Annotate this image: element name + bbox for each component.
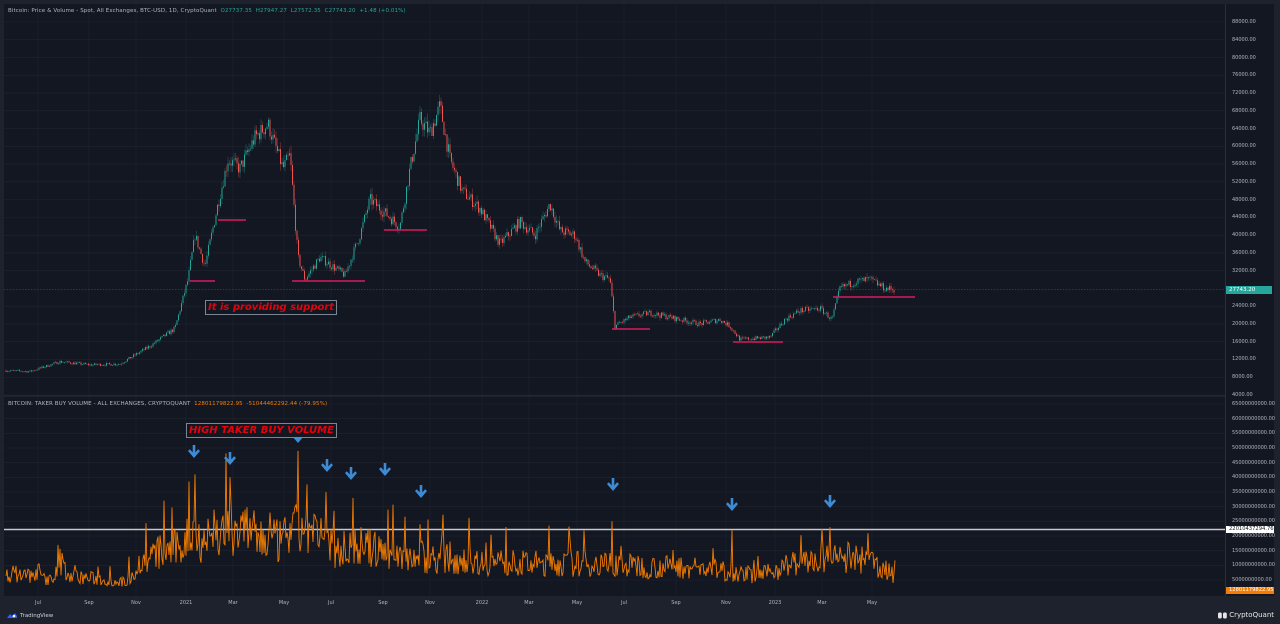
down-arrow-icon — [345, 467, 357, 480]
price-axis-label: 44000.00 — [1232, 214, 1256, 221]
ohlc-high: H27947.27 — [255, 8, 287, 14]
price-axis-label: 84000.00 — [1232, 36, 1256, 43]
price-axis-label: 60000.00 — [1232, 143, 1256, 150]
price-axis-label: 20000.00 — [1232, 320, 1256, 327]
price-axis-label: 24000.00 — [1232, 303, 1256, 310]
volume-axis-label: 50000000000.00 — [1232, 445, 1275, 451]
volume-line — [5, 450, 896, 587]
current-volume-tag: 12801179822.95 — [1226, 587, 1274, 594]
volume-legend-title: BITCOIN: TAKER BUY VOLUME - ALL EXCHANGE… — [8, 401, 191, 407]
down-arrow-icon — [726, 498, 738, 511]
volume-axis-label: 45000000000.00 — [1232, 459, 1275, 466]
cryptoquant-logo: CryptoQuant — [1218, 611, 1274, 619]
price-axis-label: 48000.00 — [1232, 196, 1256, 203]
time-axis-label: Nov — [131, 600, 141, 606]
volume-axis-label: 65000000000.00 — [1232, 401, 1275, 407]
volume-axis-label: 40000000000.00 — [1232, 474, 1275, 481]
arrow-markers — [188, 430, 836, 511]
time-axis-label: 2021 — [179, 600, 193, 606]
price-axis-label: 80000.00 — [1232, 54, 1256, 61]
price-axis-label: 76000.00 — [1232, 72, 1256, 79]
volume-axis-label: 35000000000.00 — [1232, 489, 1275, 495]
time-axis-label: Sep — [84, 600, 94, 606]
ohlc-close: C27743.20 — [324, 8, 356, 14]
volume-hline-tag: 22010437294.76 — [1226, 526, 1274, 533]
price-axis-label: 56000.00 — [1232, 161, 1256, 168]
price-axis-label: 36000.00 — [1232, 249, 1256, 256]
time-axis-label: Jul — [327, 600, 335, 606]
time-axis-label: May — [571, 600, 583, 606]
price-legend: Bitcoin: Price & Volume - Spot, All Exch… — [8, 8, 406, 14]
price-axis-label: 52000.00 — [1232, 178, 1256, 185]
grid-lines — [4, 4, 1225, 596]
price-axis-label: 12000.00 — [1232, 356, 1256, 363]
time-axis-label: Sep — [671, 600, 681, 606]
time-axis-label: Jul — [34, 600, 42, 606]
volume-annotation[interactable]: HIGH TAKER BUY VOLUME — [186, 423, 337, 438]
price-axis-label: 68000.00 — [1232, 107, 1256, 114]
ohlc-open: O27737.35 — [220, 8, 253, 14]
volume-axis-label: 5000000000.00 — [1232, 577, 1272, 583]
down-arrow-icon — [415, 485, 427, 498]
ohlc-change: +1.48 (+0.01%) — [359, 8, 406, 14]
price-axis-label: 4000.00 — [1232, 392, 1253, 398]
cryptoquant-icon — [1218, 612, 1228, 618]
volume-axis-label: 20000000000.00 — [1232, 533, 1275, 539]
time-axis-label: Nov — [425, 600, 435, 606]
price-axis-label: 64000.00 — [1232, 125, 1256, 132]
price-axis[interactable] — [1225, 4, 1274, 596]
tradingview-icon — [7, 613, 17, 618]
volume-legend-change: -51044462292.44 (-79.95%) — [246, 401, 328, 407]
volume-axis-label: 30000000000.00 — [1232, 503, 1275, 510]
price-axis-label: 88000.00 — [1232, 19, 1256, 25]
current-price-tag: 27743.20 — [1226, 286, 1272, 294]
price-axis-label: 16000.00 — [1232, 338, 1256, 345]
time-axis-label: Sep — [378, 600, 388, 606]
ohlc-low: L27572.35 — [290, 8, 321, 14]
time-axis-label: Mar — [817, 600, 827, 606]
down-arrow-icon — [607, 478, 619, 491]
time-axis-label: May — [278, 600, 290, 606]
tradingview-label: TradingView — [20, 612, 54, 619]
price-candles — [5, 94, 895, 374]
time-axis-label: May — [866, 600, 878, 606]
support-lines — [190, 219, 915, 343]
volume-axis-label: 10000000000.00 — [1232, 562, 1275, 569]
price-axis-label: 8000.00 — [1232, 374, 1253, 381]
down-arrow-icon — [224, 452, 236, 465]
volume-axis-label: 55000000000.00 — [1232, 430, 1275, 437]
volume-axis-label: 60000000000.00 — [1232, 415, 1275, 422]
price-axis-label: 32000.00 — [1232, 267, 1256, 274]
time-axis-label: 2023 — [768, 600, 782, 606]
down-arrow-icon — [321, 459, 333, 472]
volume-axis-label: 25000000000.00 — [1232, 518, 1275, 525]
volume-axis-label: 15000000000.00 — [1232, 547, 1275, 554]
time-axis-label: Mar — [524, 600, 534, 606]
time-axis-label: Mar — [228, 600, 238, 606]
down-arrow-icon — [824, 495, 836, 508]
time-axis-label: 2022 — [475, 600, 489, 606]
time-axis-label: Jul — [620, 600, 628, 606]
time-axis-label: Nov — [721, 600, 731, 606]
price-axis-label: 40000.00 — [1232, 232, 1256, 239]
price-legend-title: Bitcoin: Price & Volume - Spot, All Exch… — [8, 8, 217, 14]
down-arrow-icon — [188, 445, 200, 458]
support-annotation[interactable]: It is providing support — [205, 300, 338, 315]
down-arrow-icon — [379, 463, 391, 476]
tradingview-logo[interactable]: TradingView — [6, 612, 53, 619]
volume-legend: BITCOIN: TAKER BUY VOLUME - ALL EXCHANGE… — [8, 401, 327, 407]
price-axis-label: 72000.00 — [1232, 90, 1256, 97]
cryptoquant-label: CryptoQuant — [1229, 611, 1274, 619]
volume-legend-value: 12801179822.95 — [194, 401, 243, 407]
